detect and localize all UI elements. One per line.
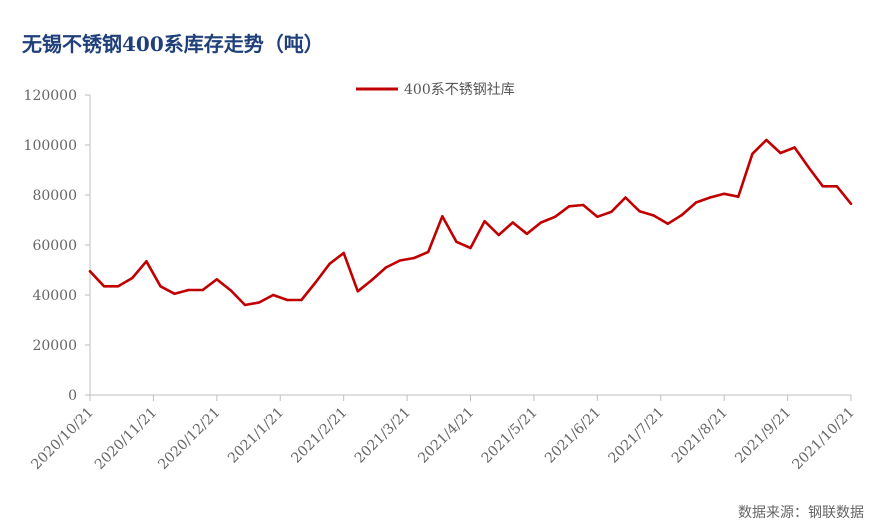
data-point [117,285,120,288]
data-point [187,288,190,292]
data-point [737,195,740,198]
data-point [286,298,289,302]
data-point [328,262,331,265]
data-point [835,185,839,188]
data-point [849,202,853,205]
data-point [356,290,359,293]
data-point [427,250,430,254]
data-point [441,215,444,218]
x-tick-label: 2021/3/21 [352,405,414,467]
data-point [342,251,345,255]
data-point [455,240,458,243]
data-point [807,166,810,169]
data-point [243,303,247,307]
data-point [680,213,684,217]
y-tick-label: 60000 [32,238,77,254]
data-point [821,185,824,188]
data-point [539,221,543,224]
data-point [145,260,148,263]
chart-title: 无锡不锈钢400系库存走势（吨） [22,32,324,56]
data-point [88,270,92,273]
data-point [723,192,726,195]
y-tick-label: 0 [68,388,77,404]
data-point [765,138,768,142]
source-note: 数据来源：钢联数据 [738,505,864,521]
x-tick-label: 2021/1/21 [225,405,287,467]
data-point [469,246,472,250]
data-point [483,220,486,223]
data-point [793,146,796,149]
data-point [779,151,782,155]
y-tick-label: 100000 [24,138,77,154]
data-point [610,210,613,213]
x-tick-label: 2021/6/21 [542,405,604,467]
data-point [314,281,317,284]
data-point [159,285,162,288]
data-point [384,266,388,269]
data-point [102,285,106,288]
data-point [553,215,557,218]
data-point [708,196,712,199]
data-point [131,276,134,280]
y-tick-label: 20000 [32,338,77,354]
x-tick-label: 2021/10/21 [789,405,857,473]
x-tick-label: 2021/9/21 [732,405,794,467]
data-point [173,292,176,295]
data-point [624,196,627,199]
data-point [215,278,218,281]
data-point [398,259,402,262]
data-point [694,201,698,204]
data-point [300,298,303,302]
x-tick-label: 2021/5/21 [479,405,541,467]
legend-label: 400系不锈钢社库 [404,82,515,98]
data-point [497,233,500,237]
data-point [511,221,514,224]
x-tick-label: 2021/8/21 [669,405,731,467]
y-tick-label: 120000 [24,88,77,104]
data-point [525,232,529,235]
x-tick-label: 2021/4/21 [415,405,477,467]
data-point [751,152,754,155]
data-point [201,288,204,292]
data-point [257,301,261,304]
data-point [582,203,585,207]
x-tick-label: 2021/2/21 [288,405,350,467]
data-point [272,293,275,297]
x-tick-label: 2020/12/21 [155,405,223,473]
data-point [567,205,571,208]
x-tick-label: 2020/11/21 [92,405,160,473]
y-tick-label: 80000 [32,188,77,204]
data-point [229,289,233,292]
x-tick-label: 2020/10/21 [28,405,96,473]
data-point [370,278,374,282]
x-tick-label: 2021/7/21 [605,405,667,467]
data-point [666,222,669,225]
series-line [88,138,853,307]
data-point [638,210,641,213]
y-tick-label: 40000 [32,288,77,304]
data-point [596,215,599,218]
data-point [652,214,655,217]
data-point [412,256,416,260]
